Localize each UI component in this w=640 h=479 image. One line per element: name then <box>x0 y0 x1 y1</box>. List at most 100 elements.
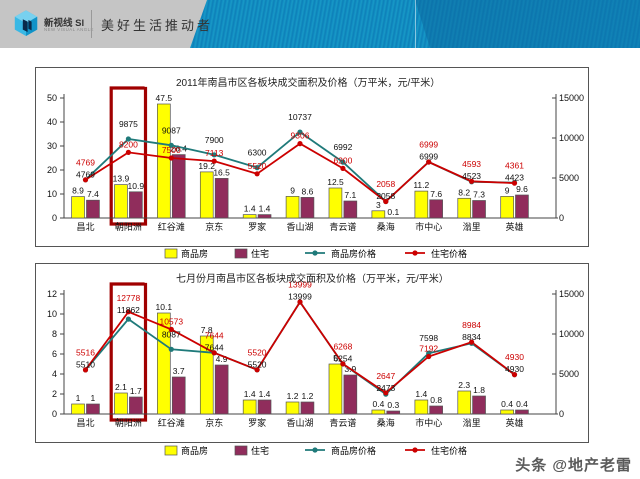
svg-text:青云谱: 青云谱 <box>329 221 356 232</box>
svg-text:2.1: 2.1 <box>115 382 127 392</box>
svg-text:5520: 5520 <box>248 161 267 171</box>
svg-text:1.7: 1.7 <box>130 386 142 396</box>
svg-text:0.4: 0.4 <box>516 399 528 409</box>
svg-text:桑海: 桑海 <box>377 417 395 428</box>
svg-text:6999: 6999 <box>419 152 438 162</box>
svg-text:红谷滩: 红谷滩 <box>158 221 185 232</box>
svg-text:滃里: 滃里 <box>463 222 481 232</box>
svg-text:7644: 7644 <box>205 342 224 352</box>
svg-text:住宅价格: 住宅价格 <box>431 248 467 259</box>
svg-text:0.4: 0.4 <box>501 399 513 409</box>
svg-text:6268: 6268 <box>333 341 352 351</box>
svg-text:7644: 7644 <box>205 330 224 340</box>
svg-text:6200: 6200 <box>333 155 352 165</box>
svg-text:0: 0 <box>559 409 564 419</box>
svg-text:2647: 2647 <box>376 371 395 381</box>
svg-text:商品房: 商品房 <box>181 248 208 259</box>
svg-text:12778: 12778 <box>117 293 141 303</box>
svg-text:7.3: 7.3 <box>473 190 485 200</box>
svg-text:10737: 10737 <box>288 112 312 122</box>
svg-text:京东: 京东 <box>205 221 223 232</box>
svg-text:0: 0 <box>559 213 564 223</box>
svg-text:昌北: 昌北 <box>76 418 94 428</box>
svg-text:青云谱: 青云谱 <box>329 417 356 428</box>
svg-text:6: 6 <box>52 349 57 359</box>
svg-text:16.5: 16.5 <box>213 167 230 177</box>
svg-text:10573: 10573 <box>159 316 183 326</box>
svg-text:1.4: 1.4 <box>259 389 271 399</box>
svg-text:7.6: 7.6 <box>430 189 442 199</box>
svg-text:9306: 9306 <box>291 131 310 141</box>
svg-text:2.3: 2.3 <box>458 380 470 390</box>
svg-text:8984: 8984 <box>462 320 481 330</box>
svg-text:商品房价格: 商品房价格 <box>331 248 376 259</box>
svg-text:15000: 15000 <box>559 289 584 299</box>
svg-text:2058: 2058 <box>376 179 395 189</box>
svg-text:7900: 7900 <box>205 135 224 145</box>
svg-text:8: 8 <box>52 329 57 339</box>
svg-text:7598: 7598 <box>419 333 438 343</box>
svg-text:4: 4 <box>52 369 57 379</box>
svg-text:罗家: 罗家 <box>248 417 266 428</box>
svg-text:13999: 13999 <box>288 292 312 302</box>
svg-text:20: 20 <box>47 165 57 175</box>
svg-text:英雄: 英雄 <box>505 221 523 232</box>
svg-text:市中心: 市中心 <box>415 417 442 428</box>
svg-text:0.3: 0.3 <box>387 400 399 410</box>
svg-text:8200: 8200 <box>119 139 138 149</box>
svg-text:4769: 4769 <box>76 169 95 179</box>
svg-text:香山湖: 香山湖 <box>286 418 313 428</box>
svg-text:4361: 4361 <box>505 160 524 170</box>
svg-text:0.4: 0.4 <box>372 399 384 409</box>
svg-text:3.7: 3.7 <box>173 366 185 376</box>
svg-text:5520: 5520 <box>248 347 267 357</box>
svg-text:市中心: 市中心 <box>415 221 442 232</box>
svg-text:1.4: 1.4 <box>259 204 271 214</box>
svg-text:5000: 5000 <box>559 369 579 379</box>
svg-text:6254: 6254 <box>333 353 352 363</box>
svg-text:2058: 2058 <box>376 191 395 201</box>
svg-text:30: 30 <box>47 141 57 151</box>
svg-text:1: 1 <box>76 393 81 403</box>
svg-text:12: 12 <box>47 289 57 299</box>
svg-text:住宅: 住宅 <box>251 445 269 456</box>
svg-text:0: 0 <box>52 213 57 223</box>
svg-text:8.2: 8.2 <box>458 187 470 197</box>
svg-text:1.2: 1.2 <box>287 391 299 401</box>
svg-text:12.5: 12.5 <box>327 177 344 187</box>
svg-text:10000: 10000 <box>559 329 584 339</box>
svg-text:15000: 15000 <box>559 93 584 103</box>
svg-text:京东: 京东 <box>205 417 223 428</box>
svg-text:商品房: 商品房 <box>181 445 208 456</box>
svg-text:8087: 8087 <box>162 329 181 339</box>
svg-text:10000: 10000 <box>559 133 584 143</box>
svg-text:7192: 7192 <box>419 344 438 354</box>
svg-text:50: 50 <box>47 93 57 103</box>
svg-text:0.1: 0.1 <box>387 207 399 217</box>
svg-text:住宅价格: 住宅价格 <box>431 445 467 456</box>
svg-text:1.2: 1.2 <box>301 391 313 401</box>
svg-text:1: 1 <box>91 393 96 403</box>
svg-text:住宅: 住宅 <box>251 248 269 259</box>
svg-text:7500: 7500 <box>162 145 181 155</box>
svg-text:0.8: 0.8 <box>430 395 442 405</box>
svg-text:10.9: 10.9 <box>128 181 145 191</box>
svg-text:4423: 4423 <box>505 172 524 182</box>
svg-text:3: 3 <box>376 200 381 210</box>
svg-text:6999: 6999 <box>419 140 438 150</box>
svg-text:7.4: 7.4 <box>87 189 99 199</box>
svg-text:2473: 2473 <box>376 383 395 393</box>
svg-text:4930: 4930 <box>505 352 524 362</box>
svg-text:红谷滩: 红谷滩 <box>158 417 185 428</box>
svg-text:朝阳洲: 朝阳洲 <box>115 418 142 428</box>
svg-text:9: 9 <box>505 185 510 195</box>
svg-text:10: 10 <box>47 309 57 319</box>
svg-text:4593: 4593 <box>462 159 481 169</box>
svg-text:商品房价格: 商品房价格 <box>331 445 376 456</box>
svg-text:1.4: 1.4 <box>415 389 427 399</box>
svg-text:罗家: 罗家 <box>248 221 266 232</box>
svg-text:1.4: 1.4 <box>244 389 256 399</box>
svg-text:6992: 6992 <box>333 142 352 152</box>
svg-text:9.6: 9.6 <box>516 184 528 194</box>
svg-text:47.5: 47.5 <box>156 93 173 103</box>
